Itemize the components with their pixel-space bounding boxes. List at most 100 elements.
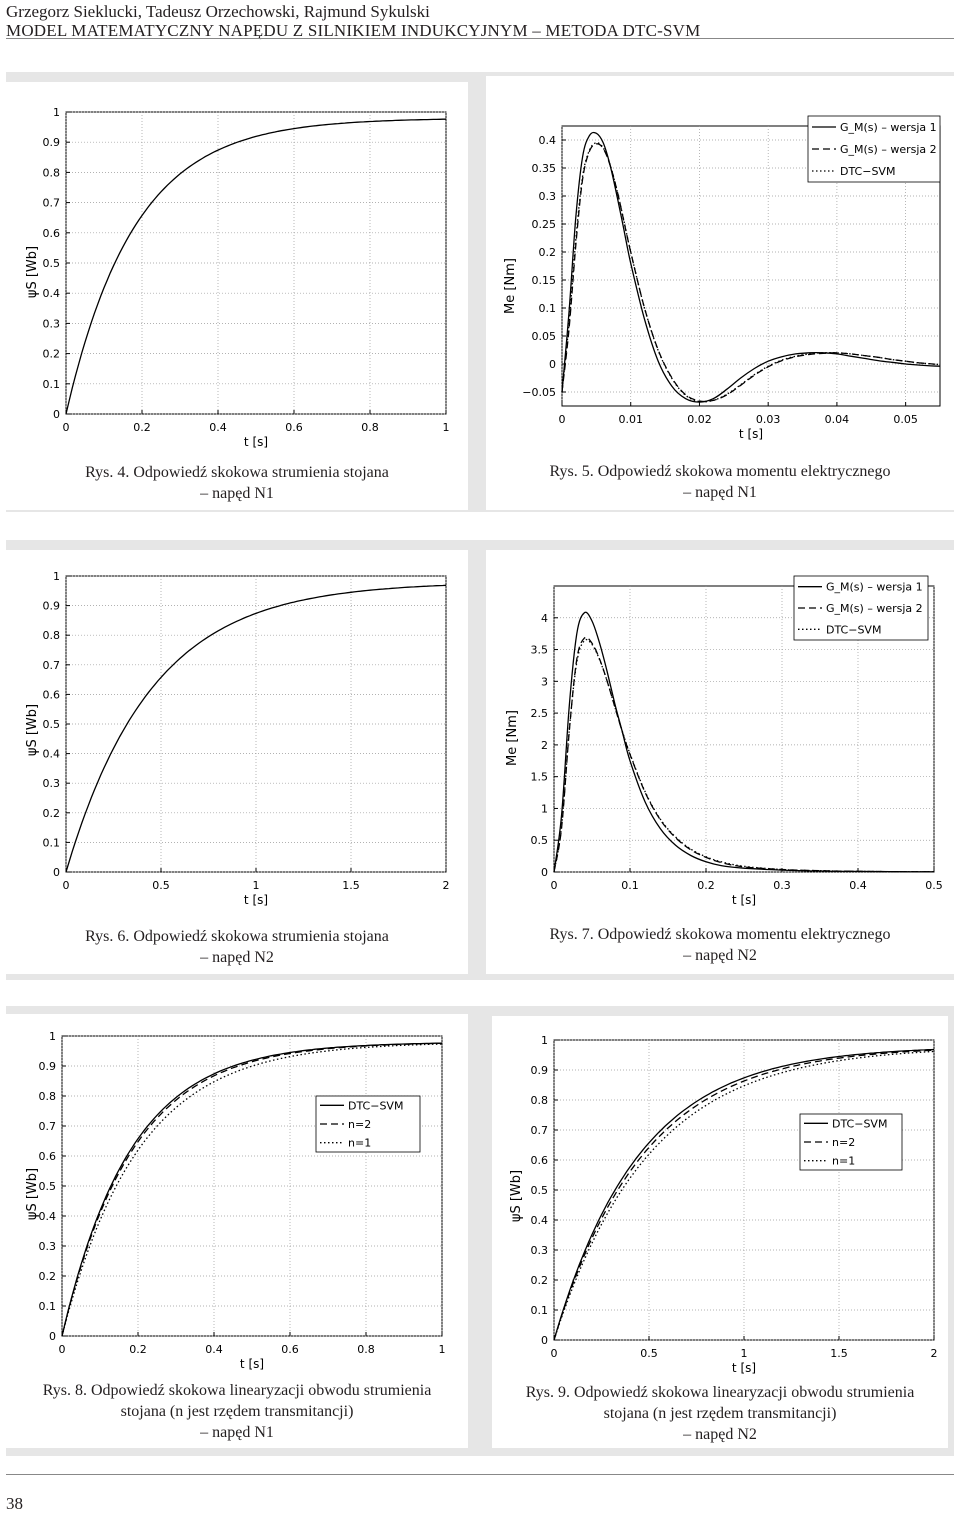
x-tick-label: 2 <box>931 1347 938 1360</box>
series-line-solid <box>65 584 447 873</box>
x-tick-label: 0.5 <box>640 1347 658 1360</box>
series-line-solid <box>61 1042 443 1337</box>
y-tick-label: 0 <box>541 1334 548 1347</box>
series-line-dotted <box>553 638 935 873</box>
y-tick-label: 0.9 <box>43 136 61 149</box>
x-tick-label: 0.8 <box>361 421 379 434</box>
y-axis-label: ψS [Wb] <box>25 246 40 298</box>
y-tick-label: 0.5 <box>43 718 61 731</box>
y-tick-label: 0 <box>541 866 548 879</box>
x-tick-label: 0.4 <box>205 1343 223 1356</box>
figure-label: Rys. 6. <box>85 928 130 945</box>
y-tick-label: 0.3 <box>43 777 61 790</box>
x-tick-label: 0.03 <box>756 413 781 426</box>
x-tick-label: 0 <box>63 879 70 892</box>
y-tick-label: 3 <box>541 675 548 688</box>
figure-9-chart: 0 0.5 1 1.5 200.10.20.30.40.50.60.70.80.91t … <box>509 1034 938 1375</box>
y-tick-label: 0 <box>53 866 60 879</box>
x-tick-label: 0.8 <box>357 1343 375 1356</box>
series-line-dotted <box>553 1050 935 1341</box>
figure-7-panel: 0 0.1 0.2 0.3 0.4 0.5 0 0.5 1 1.5 2 2.5 3 3.5 4 t [s] Me… <box>486 550 954 974</box>
y-tick-label: 0.5 <box>43 257 61 270</box>
y-tick-label: −0.05 <box>522 386 556 399</box>
y-tick-label: 1 <box>541 1034 548 1047</box>
y-tick-label: 0.2 <box>39 1270 57 1283</box>
series-line-solid <box>561 131 941 403</box>
y-tick-label: 2 <box>541 739 548 752</box>
y-tick-label: 0.1 <box>39 1300 57 1313</box>
legend-entry: n=1 <box>348 1137 371 1150</box>
y-tick-label: 0.1 <box>43 836 61 849</box>
series-line-solid <box>553 611 935 873</box>
x-tick-label: 0.04 <box>825 413 850 426</box>
y-axis-label: ψS [Wb] <box>25 1168 40 1220</box>
y-tick-label: 0.5 <box>531 1184 549 1197</box>
y-tick-label: 0.7 <box>43 659 61 672</box>
x-tick-label: 0 <box>59 1343 66 1356</box>
page-header: Grzegorz Sieklucki, Tadeusz Orzechowski,… <box>6 2 954 40</box>
x-tick-label: 0.02 <box>687 413 712 426</box>
series-line-dashed <box>553 636 935 873</box>
y-tick-label: 0.7 <box>43 197 61 210</box>
y-axis-label: Me [Nm] <box>505 710 520 766</box>
legend-entry: n=1 <box>832 1155 855 1168</box>
figure-6-chart: 0 0.5 1 1.5 200.10.20.30.40.50.60.70.80.91t … <box>25 570 450 907</box>
y-tick-label: 0.9 <box>39 1060 57 1073</box>
x-tick-label: 1 <box>741 1347 748 1360</box>
x-tick-label: 0 <box>551 879 558 892</box>
x-tick-label: 2 <box>443 879 450 892</box>
figure-label: Rys. 9. <box>525 1384 570 1401</box>
y-tick-label: 4 <box>541 612 548 625</box>
y-tick-label: 0.9 <box>43 600 61 613</box>
x-tick-label: 1.5 <box>830 1347 848 1360</box>
y-tick-label: 0.2 <box>531 1274 549 1287</box>
legend-entry: n=2 <box>832 1136 855 1149</box>
figure-label: Rys. 7. <box>549 926 594 943</box>
x-tick-label: 0.01 <box>618 413 643 426</box>
x-tick-label: 0.4 <box>209 421 227 434</box>
y-tick-label: 0 <box>549 358 556 371</box>
y-tick-label: 1 <box>49 1030 56 1043</box>
y-tick-label: 0.3 <box>43 317 61 330</box>
y-tick-label: 0.9 <box>531 1064 549 1077</box>
figure-4-chart: 0 0.2 0.4 0.6 0.8 1 0 0.1 0.2 0.3 0.4 0.5 0.6 0.7 0.8 0… <box>25 106 450 449</box>
figure-5-panel: 0 0.01 0.02 0.03 0.04 0.05 −0.05 0 0.05 0.1 0.15 0.… <box>486 76 954 510</box>
y-tick-label: 0.2 <box>43 348 61 361</box>
y-tick-label: 0.8 <box>39 1090 57 1103</box>
figure-label: Rys. 5. <box>549 463 594 480</box>
legend-entry: G_M(s) – wersja 2 <box>840 143 937 156</box>
x-axis-label: t [s] <box>732 1361 756 1375</box>
y-tick-label: 0.15 <box>532 274 557 287</box>
x-tick-label: 0.1 <box>621 879 639 892</box>
x-tick-label: 0 <box>63 421 70 434</box>
figure-7-caption: Rys. 7. Odpowiedź skokowa momentu elektr… <box>549 926 891 964</box>
y-tick-label: 0.6 <box>39 1150 57 1163</box>
x-tick-label: 0.6 <box>281 1343 299 1356</box>
y-tick-label: 0.6 <box>531 1154 549 1167</box>
y-tick-label: 0.2 <box>43 807 61 820</box>
paper-title: MODEL MATEMATYCZNY NAPĘDU Z SILNIKIEM IN… <box>6 21 701 40</box>
y-tick-label: 0.5 <box>39 1180 57 1193</box>
y-tick-label: 0.1 <box>43 378 61 391</box>
figure-4-caption: Rys. 4. Odpowiedź skokowa strumienia sto… <box>85 464 389 502</box>
figure-6-caption: Rys. 6. Odpowiedź skokowa strumienia sto… <box>85 928 389 966</box>
figure-label: Rys. 8. <box>42 1382 87 1399</box>
y-tick-label: 0.6 <box>43 227 61 240</box>
y-tick-label: 0.1 <box>531 1304 549 1317</box>
x-tick-label: 0.05 <box>893 413 918 426</box>
y-tick-label: 0.4 <box>39 1210 57 1223</box>
figure-9-panel: 0 0.5 1 1.5 2 0 0.1 0.2 0.3 0.4 0.5 0.6 0.7 0.8 0.9 1 t … <box>492 1016 948 1448</box>
y-tick-label: 1 <box>53 106 60 119</box>
legend-entry: DTC−SVM <box>348 1099 403 1112</box>
legend-entry: G_M(s) – wersja 2 <box>826 602 923 615</box>
legend-entry: G_M(s) – wersja 1 <box>840 121 937 134</box>
y-axis-label: ψS [Wb] <box>509 1170 524 1222</box>
x-axis-label: t [s] <box>240 1357 264 1371</box>
figure-8-caption: Rys. 8. Odpowiedź skokowa linearyzacji o… <box>42 1382 432 1441</box>
y-tick-label: 1 <box>541 802 548 815</box>
y-tick-label: 0 <box>49 1330 56 1343</box>
y-tick-label: 0.8 <box>531 1094 549 1107</box>
y-tick-label: 3.5 <box>531 644 549 657</box>
series-line-dashed <box>561 143 941 403</box>
series-line-dashed <box>61 1042 443 1337</box>
